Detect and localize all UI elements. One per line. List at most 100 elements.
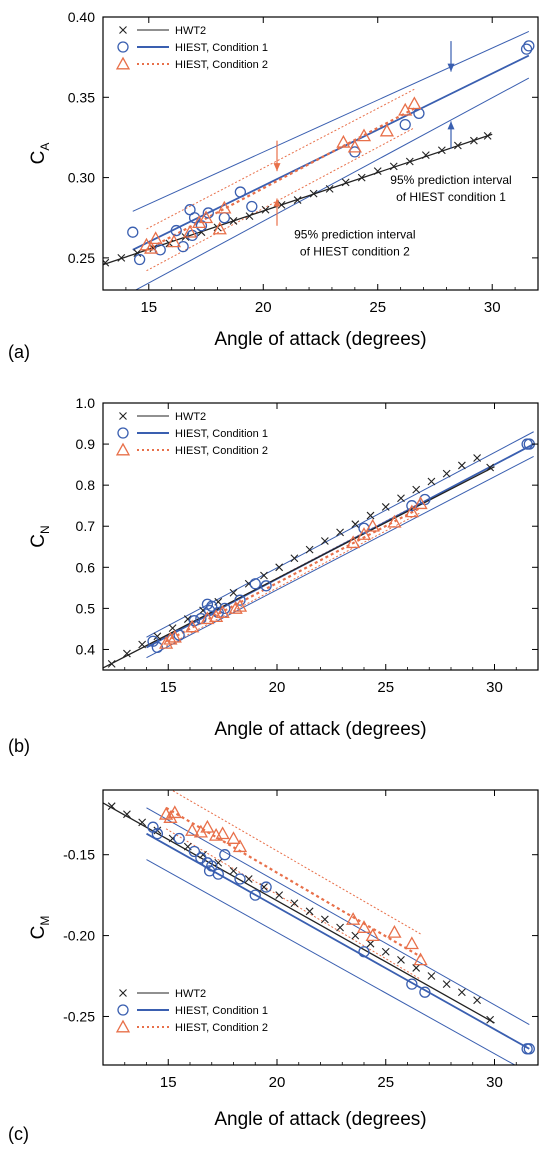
- legend-marker: [119, 412, 127, 420]
- hwt2-point: [442, 980, 451, 989]
- x-axis-label: Angle of attack (degrees): [214, 1109, 426, 1130]
- condition2-point: [208, 609, 224, 623]
- condition2-point: [379, 123, 394, 137]
- condition2-point: [365, 518, 380, 532]
- hwt2-point: [397, 955, 405, 964]
- condition2-point: [185, 619, 200, 633]
- condition2-upper-band: [170, 790, 421, 935]
- y-tick-label: -0.15: [63, 847, 95, 863]
- hwt2-fit-line: [103, 802, 495, 1024]
- hwt2-point: [229, 588, 238, 597]
- condition1-point: [212, 868, 224, 880]
- hwt2-point: [486, 463, 495, 472]
- legend-marker: [119, 989, 127, 997]
- condition2-point: [215, 826, 230, 840]
- hwt2-point: [412, 964, 421, 972]
- hwt2-point: [123, 810, 131, 819]
- condition1-point: [521, 1043, 533, 1055]
- hwt2-point: [381, 947, 390, 956]
- legend-marker: [115, 442, 131, 456]
- condition2-point: [347, 139, 362, 153]
- condition2-point: [407, 96, 422, 110]
- legend-entry: HIEST, Condition 1: [117, 427, 268, 440]
- condition1-point: [206, 860, 218, 872]
- legend-label: HIEST, Condition 1: [175, 1005, 268, 1017]
- chart-panel-a: 15 20 25 30 0.25 0.30 0.35 0.40 Angle of attack …: [8, 9, 539, 362]
- condition2-point: [182, 224, 198, 238]
- condition2-point: [200, 819, 215, 833]
- hwt2-point: [107, 659, 116, 668]
- condition1-lower-band: [146, 859, 516, 1065]
- panel-label: (c): [8, 1124, 29, 1144]
- hwt2-point: [117, 253, 126, 262]
- hwt2-point: [107, 802, 116, 811]
- hwt2-point: [229, 217, 238, 225]
- condition2-point: [228, 601, 243, 614]
- condition2-lower-band: [165, 828, 421, 980]
- hwt2-point: [138, 640, 147, 649]
- legend-label: HWT2: [175, 25, 206, 37]
- hwt2-point: [437, 146, 446, 155]
- hwt2-point: [421, 151, 430, 159]
- hwt2-point: [325, 184, 334, 193]
- annotation-arrowhead: [447, 121, 455, 130]
- plot-area: [103, 30, 535, 290]
- condition2-lower-band: [165, 512, 421, 647]
- x-tick-label: 25: [369, 299, 386, 316]
- condition1-upper-band: [146, 431, 534, 638]
- hwt2-point: [336, 528, 344, 537]
- condition2-point: [167, 629, 182, 643]
- chart-panel-b: 15 20 25 30 0.4 0.5 0.6 0.7 0.8 0.9 1.0 Angle of at…: [8, 395, 539, 756]
- condition1-point: [188, 845, 201, 858]
- condition1-point: [399, 118, 411, 131]
- annotation-text: of HIEST condition 2: [300, 245, 410, 259]
- y-tick-label: 0.6: [76, 559, 96, 575]
- condition1-point: [170, 224, 182, 237]
- condition1-point: [523, 40, 535, 52]
- condition2-point: [217, 200, 232, 214]
- condition2-point: [346, 535, 361, 549]
- legend-entry: HIEST, Condition 2: [115, 442, 268, 457]
- condition1-point: [218, 212, 230, 224]
- hwt2-point: [244, 875, 253, 883]
- y-tick-label: 0.4: [76, 641, 96, 657]
- condition1-point: [151, 641, 164, 654]
- y-axis-label: CN: [28, 525, 52, 547]
- hwt2-point: [351, 931, 360, 940]
- condition1-point: [151, 828, 164, 840]
- condition2-point: [148, 231, 163, 245]
- hwt2-point: [483, 131, 492, 140]
- condition2-point: [185, 823, 200, 836]
- condition1-point: [406, 978, 418, 990]
- condition2-point: [163, 631, 178, 645]
- hwt2-point: [381, 503, 390, 511]
- legend-entry: HIEST, Condition 2: [115, 56, 268, 71]
- x-tick-label: 15: [160, 679, 177, 696]
- condition1-point: [234, 873, 246, 885]
- condition2-point: [232, 598, 248, 612]
- condition2-fit-line: [165, 806, 422, 958]
- condition2-point: [413, 496, 428, 510]
- plot-frame: [102, 789, 539, 1066]
- hwt2-point: [427, 972, 436, 980]
- condition2-point: [387, 925, 402, 938]
- condition2-point: [356, 527, 372, 540]
- hwt2-fit-line: [103, 466, 495, 669]
- condition1-point: [260, 881, 272, 893]
- y-axis-label: CM: [28, 916, 52, 940]
- hwt2-point: [397, 494, 405, 503]
- condition1-point: [202, 207, 214, 219]
- hwt2-point: [275, 563, 284, 572]
- hwt2-point: [473, 996, 481, 1005]
- hwt2-point: [103, 258, 110, 267]
- condition1-upper-band: [146, 807, 530, 1025]
- condition1-lower-band: [146, 455, 534, 659]
- hwt2-point: [366, 939, 375, 948]
- annotation-text: 95% prediction interval: [294, 228, 415, 242]
- plot-frame: [102, 402, 539, 671]
- hwt2-point: [405, 157, 414, 166]
- y-tick-label: -0.20: [63, 928, 95, 944]
- hwt2-point: [275, 891, 284, 900]
- annotation: 95% prediction interval of HIEST conditio…: [390, 41, 512, 204]
